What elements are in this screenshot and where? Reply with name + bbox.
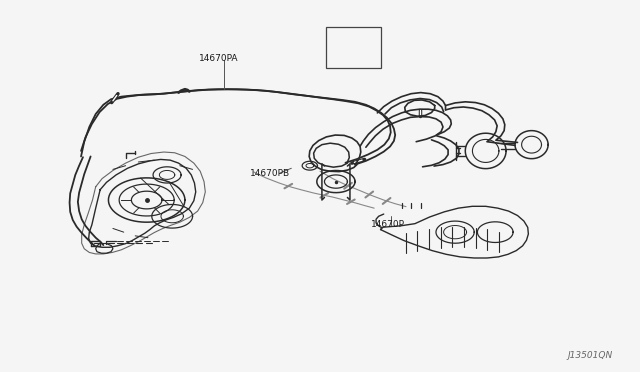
Text: 14670P: 14670P — [371, 220, 405, 229]
Text: 14670PB: 14670PB — [250, 169, 290, 177]
Text: 14670PA: 14670PA — [199, 54, 239, 63]
Text: J13501QN: J13501QN — [568, 350, 613, 359]
Bar — [326, 27, 381, 68]
